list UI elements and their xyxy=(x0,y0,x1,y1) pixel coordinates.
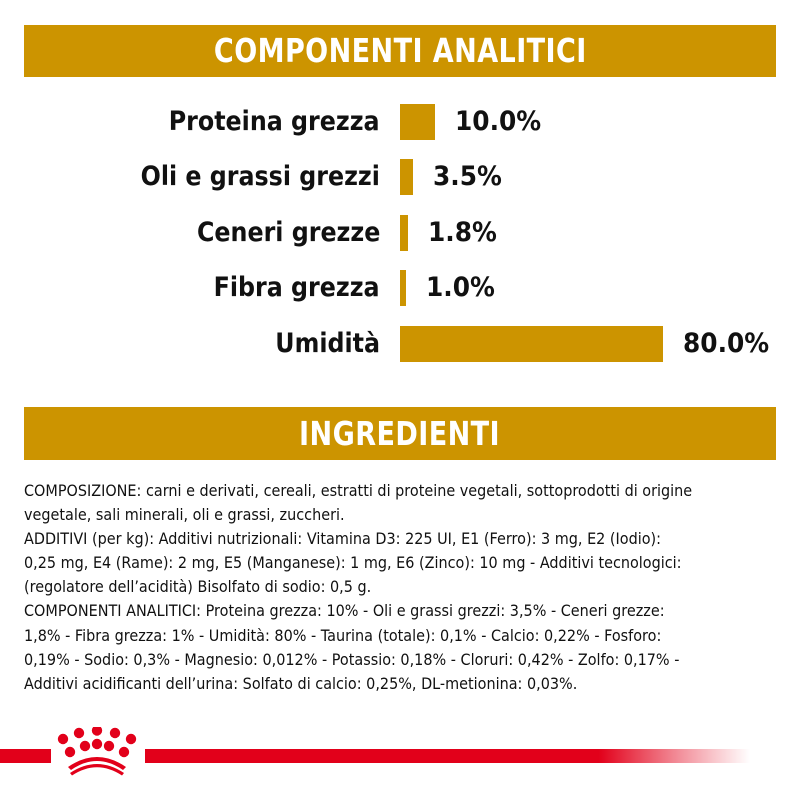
ingredients-line: ADDITIVI (per kg): Additivi nutrizionali… xyxy=(24,529,662,549)
ingredients-line: COMPOSIZIONE: carni e derivati, cereali,… xyxy=(24,481,693,500)
footer-red-line-left xyxy=(0,749,51,763)
ingredients-line: Additivi acidificanti dell’urina: Solfat… xyxy=(24,673,578,693)
chart-value-label: 3.5% xyxy=(433,161,502,192)
ingredients-line: 0,25 mg, E4 (Rame): 2 mg, E5 (Manganese)… xyxy=(24,553,682,573)
chart-bar xyxy=(400,326,663,362)
ingredients-title: INGREDIENTI xyxy=(299,414,501,453)
analytic-components-title: COMPONENTI ANALITICI xyxy=(213,31,587,70)
ingredients-text: COMPOSIZIONE: carni e derivati, cereali,… xyxy=(24,479,784,696)
chart-value-label: 80.0% xyxy=(683,328,770,359)
chart-row: Ceneri grezze 1.8% xyxy=(0,215,800,251)
chart-row: Proteina grezza 10.0% xyxy=(0,104,800,140)
chart-value-label: 1.0% xyxy=(426,272,495,303)
ingredients-line: (regolatore dell’acidità) Bisolfato di s… xyxy=(24,577,372,597)
ingredients-line: 0,19% - Sodio: 0,3% - Magnesio: 0,012% -… xyxy=(24,649,680,669)
analytic-components-banner: COMPONENTI ANALITICI xyxy=(24,25,776,77)
footer-red-line-right xyxy=(145,749,750,763)
chart-category-label: Fibra grezza xyxy=(214,272,380,303)
chart-category-label: Umidità xyxy=(275,328,380,359)
royal-canin-crown-icon xyxy=(57,727,137,776)
chart-value-label: 10.0% xyxy=(455,106,542,137)
chart-value-label: 1.8% xyxy=(428,217,497,248)
chart-bar xyxy=(400,270,406,306)
chart-category-label: Ceneri grezze xyxy=(196,217,380,248)
ingredients-banner: INGREDIENTI xyxy=(24,407,776,460)
chart-row: Fibra grezza 1.0% xyxy=(0,270,800,306)
chart-category-label: Proteina grezza xyxy=(169,106,380,137)
ingredients-line: vegetale, sali minerali, oli e grassi, z… xyxy=(24,505,345,525)
ingredients-line: 1,8% - Fibra grezza: 1% - Umidità: 80% -… xyxy=(24,625,662,645)
chart-row: Umidità 80.0% xyxy=(0,326,800,362)
chart-row: Oli e grassi grezzi 3.5% xyxy=(0,159,800,195)
ingredients-line: COMPONENTI ANALITICI: Proteina grezza: 1… xyxy=(24,601,665,621)
chart-bar xyxy=(400,159,413,195)
chart-bar xyxy=(400,215,408,251)
chart-category-label: Oli e grassi grezzi xyxy=(140,161,380,192)
chart-bar xyxy=(400,104,435,140)
